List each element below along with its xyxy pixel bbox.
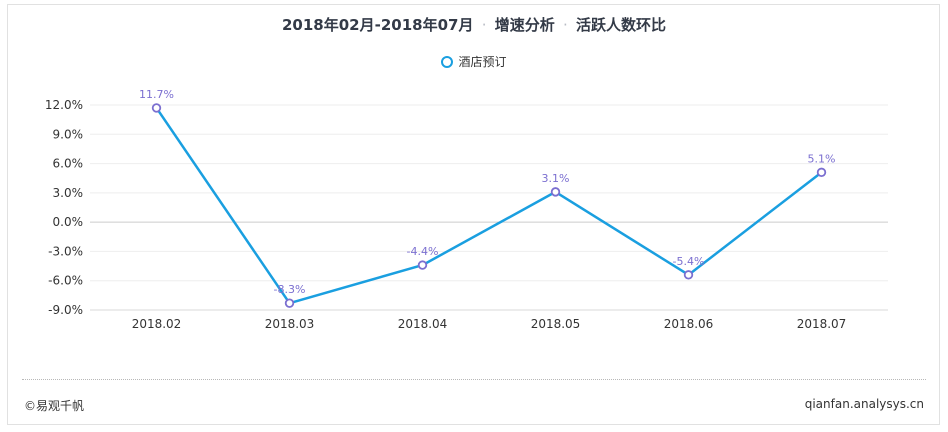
footer-divider <box>22 379 926 380</box>
series-line <box>155 107 823 305</box>
x-tick-label: 2018.04 <box>398 317 448 331</box>
y-tick-label: 6.0% <box>53 157 84 171</box>
x-tick-label: 2018.02 <box>132 317 182 331</box>
x-tick-label: 2018.07 <box>797 317 847 331</box>
x-tick-label: 2018.05 <box>531 317 581 331</box>
legend-label[interactable]: 酒店预订 <box>458 55 507 69</box>
title-date-range: 2018年02月-2018年07月 <box>281 16 474 34</box>
chart-frame <box>7 4 940 425</box>
y-tick-label: -3.0% <box>48 244 83 258</box>
chart-title: 2018年02月-2018年07月 · 增速分析 · 活跃人数环比 <box>0 14 948 35</box>
y-tick-label: 9.0% <box>53 127 84 141</box>
data-label: 5.1% <box>808 152 836 165</box>
x-tick-label: 2018.03 <box>265 317 315 331</box>
title-analysis: 增速分析 <box>494 16 555 34</box>
y-tick-label: -9.0% <box>48 303 83 317</box>
data-point <box>284 298 295 308</box>
data-point <box>816 167 827 178</box>
data-label: -4.4% <box>407 245 439 258</box>
title-separator: · <box>562 16 568 34</box>
site-url[interactable]: qianfan.analysys.cn <box>804 397 924 411</box>
data-label: -5.4% <box>673 255 705 268</box>
data-label: 3.1% <box>542 172 570 185</box>
y-tick-label: -6.0% <box>48 274 83 288</box>
title-separator: · <box>481 16 487 34</box>
data-point <box>550 187 561 197</box>
copyright-text: ©易观千帆 <box>24 399 85 413</box>
data-point <box>417 260 428 270</box>
data-label: -8.3% <box>274 283 306 296</box>
data-point <box>683 270 694 280</box>
legend-circle-icon <box>441 55 454 68</box>
data-label: 11.7% <box>139 88 174 101</box>
title-metric: 活跃人数环比 <box>575 16 666 34</box>
chart-legend[interactable]: 酒店预订 <box>0 53 948 70</box>
x-tick-label: 2018.06 <box>664 317 714 331</box>
data-point <box>151 103 162 113</box>
y-tick-label: 3.0% <box>53 186 84 200</box>
y-tick-label: 0.0% <box>53 215 84 229</box>
y-tick-label: 12.0% <box>45 98 83 112</box>
